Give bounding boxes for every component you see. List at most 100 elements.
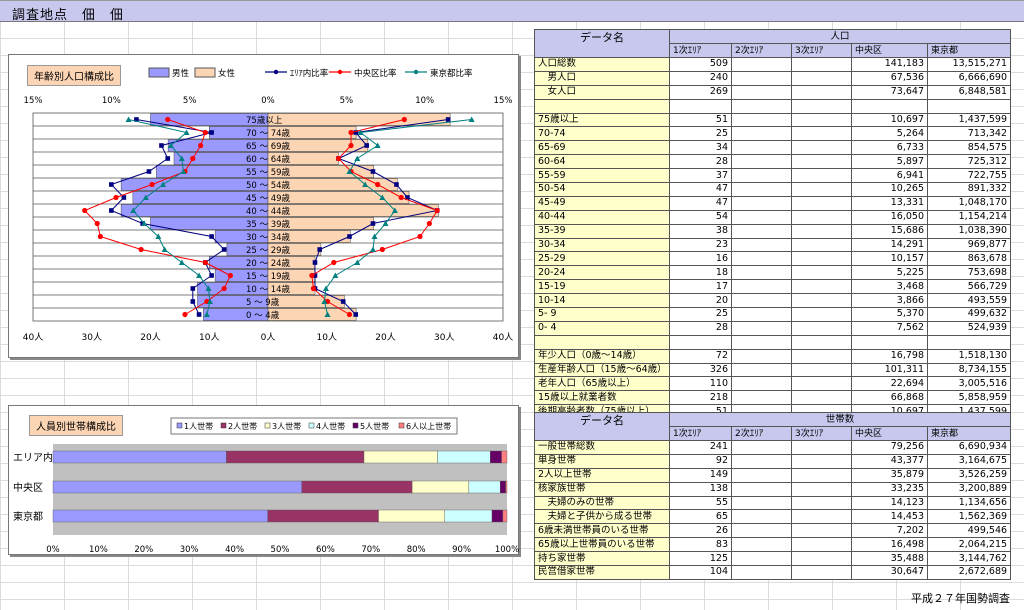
cell-value — [731, 293, 792, 309]
cell-value: 66,868 — [851, 390, 928, 406]
table-row: 55-59 37 6,941 722,755 — [534, 168, 1011, 184]
category-label: 東京都 — [13, 510, 43, 523]
household-segment — [267, 509, 379, 523]
area-ratio-point — [196, 312, 202, 317]
female-bar — [267, 113, 451, 126]
top-tick-label: 5% — [183, 96, 197, 106]
household-chart[interactable]: 人員別世帯構成比 1人世帯 2人世帯 3人世帯 4人世帯 5人世帯 6人以上世帯 エリア内中… — [8, 405, 519, 555]
top-tick-label: 15% — [494, 96, 513, 106]
age-label: 40 ～ 44歳 — [246, 206, 291, 217]
top-tick-label: 15% — [24, 96, 43, 106]
tokyo-ratio-point — [382, 220, 389, 226]
row-label: 60-64 — [534, 154, 670, 170]
cell-value: 725,312 — [927, 154, 1011, 170]
table-row: 年少人口（0歳～14歳） 72 16,798 1,518,130 — [534, 348, 1011, 364]
cell-value: 969,877 — [927, 237, 1011, 253]
cell-value — [791, 362, 852, 378]
cell-value: 22,694 — [851, 376, 928, 392]
cell-value: 1,048,170 — [927, 195, 1011, 211]
legend-label: 2人世帯 — [228, 421, 257, 431]
area-ratio-point — [109, 182, 114, 187]
column-header: 1次ｴﾘｱ — [669, 43, 732, 58]
cell-value: 1,038,390 — [927, 223, 1011, 239]
legend-swatch — [176, 422, 183, 429]
cell-value — [731, 126, 792, 142]
legend-swatch — [148, 67, 170, 78]
tokyo-ratio-point — [468, 116, 475, 122]
cell-value — [731, 348, 792, 364]
row-label: 核家族世帯 — [534, 481, 670, 497]
chuo-ratio-point — [417, 233, 423, 240]
age-label: 60 ～ 64歳 — [246, 154, 291, 165]
row-label: 2人以上世帯 — [534, 467, 670, 483]
tokyo-ratio-point — [379, 194, 386, 200]
cell-value: 35,488 — [851, 551, 928, 567]
cell-value: 25 — [669, 307, 732, 322]
legend-label: 4人世帯 — [316, 421, 345, 431]
age-pyramid-chart[interactable]: 年齢別人口構成比 男性 女性 ｴﾘｱ内比率 中央区比率 東京都比率 15% 10% 5% 0% 5… — [8, 54, 519, 358]
cell-value — [791, 168, 852, 184]
cell-value — [791, 565, 852, 580]
tokyo-ratio-point — [374, 142, 381, 148]
row-label: 45-49 — [534, 195, 670, 211]
legend-label: 中央区比率 — [354, 68, 397, 79]
cell-value: 1,562,369 — [926, 509, 1012, 525]
area-ratio-point — [159, 143, 164, 148]
table-row: 60-64 28 5,897 725,312 — [534, 154, 1011, 170]
cell-value: 524,939 — [927, 320, 1011, 336]
cell-value — [731, 481, 792, 497]
cell-value — [731, 84, 792, 100]
tokyo-ratio-point — [155, 233, 162, 239]
table-row: 6歳未満世帯員のいる世帯 26 7,202 499,546 — [534, 523, 1012, 539]
cell-value: 28 — [669, 320, 732, 336]
top-tick-label: 10% — [415, 96, 434, 106]
cell-value — [731, 440, 792, 455]
cell-value — [731, 334, 792, 350]
cell-value — [731, 223, 792, 239]
chuo-ratio-point — [379, 246, 385, 253]
cell-value: 13,515,271 — [927, 57, 1011, 72]
cell-value — [927, 334, 1011, 350]
cell-value: 3,005,516 — [927, 376, 1011, 392]
cell-value: 30,647 — [851, 565, 928, 580]
row-label: 単身世帯 — [534, 453, 670, 469]
household-segment — [411, 480, 470, 494]
row-label: 夫婦と子供から成る世帯 — [534, 509, 670, 525]
area-ratio-point — [165, 156, 171, 161]
tokyo-ratio-point — [125, 116, 132, 122]
bottom-tick-label: 40人 — [23, 332, 43, 343]
cell-value: 73,647 — [851, 84, 928, 100]
cell-value — [731, 237, 792, 253]
area-ratio-point — [312, 260, 318, 265]
cell-value: 101,311 — [851, 362, 928, 378]
cell-value — [731, 523, 792, 539]
chuo-ratio-point — [348, 142, 354, 149]
cell-value: 509 — [669, 57, 732, 72]
area-ratio-line-male — [110, 119, 225, 315]
row-label: 6歳未満世帯員のいる世帯 — [534, 523, 670, 539]
household-segment — [226, 450, 365, 464]
cell-value: 218 — [669, 390, 732, 406]
cell-value: 38 — [669, 223, 732, 239]
table-row: 核家族世帯 138 33,235 3,200,889 — [534, 481, 1012, 497]
legend-marker — [273, 69, 279, 75]
cell-value — [791, 182, 852, 197]
age-label: 10 ～ 14歳 — [246, 284, 291, 295]
table-row — [534, 334, 1011, 350]
cell-value: 104 — [669, 565, 732, 580]
tokyo-ratio-point — [354, 155, 361, 161]
row-label: 20-24 — [534, 265, 670, 281]
table-row: 30-34 23 14,291 969,877 — [534, 237, 1011, 253]
table-row: 15-19 17 3,468 566,729 — [534, 279, 1011, 295]
column-header: 2次ｴﾘｱ — [731, 43, 792, 58]
bottom-tick-label: 40人 — [493, 332, 513, 343]
cell-value: 1,518,130 — [927, 348, 1011, 364]
cell-value — [669, 98, 732, 114]
tokyo-ratio-point — [205, 285, 212, 291]
tokyo-ratio-point — [180, 168, 187, 174]
table-row: 0- 4 28 7,562 524,939 — [534, 320, 1011, 336]
cell-value — [731, 537, 792, 553]
column-header: 中央区 — [851, 426, 928, 441]
cell-value — [731, 467, 792, 483]
row-label: 40-44 — [534, 209, 670, 225]
